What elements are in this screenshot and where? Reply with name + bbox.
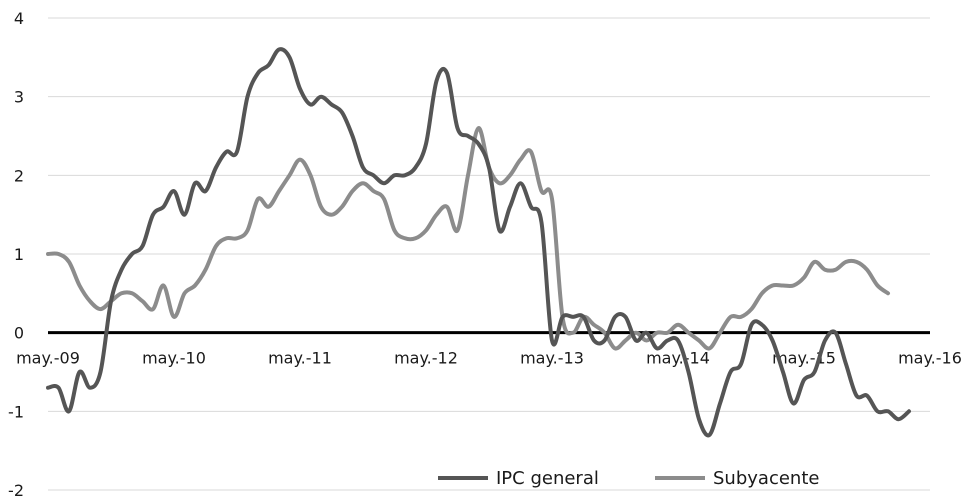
- y-axis-tick-labels: 4 3 2 1 0 -1 -2: [8, 9, 24, 500]
- y-tick-label: 0: [14, 324, 24, 343]
- y-tick-label: -1: [8, 402, 24, 421]
- series-line-subyacente: [46, 126, 890, 351]
- x-tick-label: may.-11: [268, 349, 332, 368]
- x-axis-tick-labels: may.-09 may.-10 may.-11 may.-12 may.-13 may.-…: [16, 349, 962, 368]
- legend-label-ipc-general: IPC general: [496, 468, 599, 489]
- x-tick-label: may.-09: [16, 349, 80, 368]
- x-tick-label: may.-12: [394, 349, 458, 368]
- legend: IPC general Subyacente: [438, 468, 819, 489]
- y-tick-label: 4: [14, 9, 24, 28]
- x-tick-label: may.-13: [520, 349, 584, 368]
- y-tick-label: 3: [14, 88, 24, 107]
- gridlines: [48, 17, 930, 491]
- x-tick-label: may.-14: [646, 349, 710, 368]
- series-line-ipc-general: [46, 47, 911, 438]
- y-tick-label: 1: [14, 245, 24, 264]
- series-lines: [46, 47, 911, 438]
- y-tick-label: 2: [14, 166, 24, 185]
- x-tick-label: may.-10: [142, 349, 206, 368]
- y-tick-label: -2: [8, 481, 24, 500]
- legend-label-subyacente: Subyacente: [713, 468, 819, 489]
- x-tick-label: may.-16: [898, 349, 962, 368]
